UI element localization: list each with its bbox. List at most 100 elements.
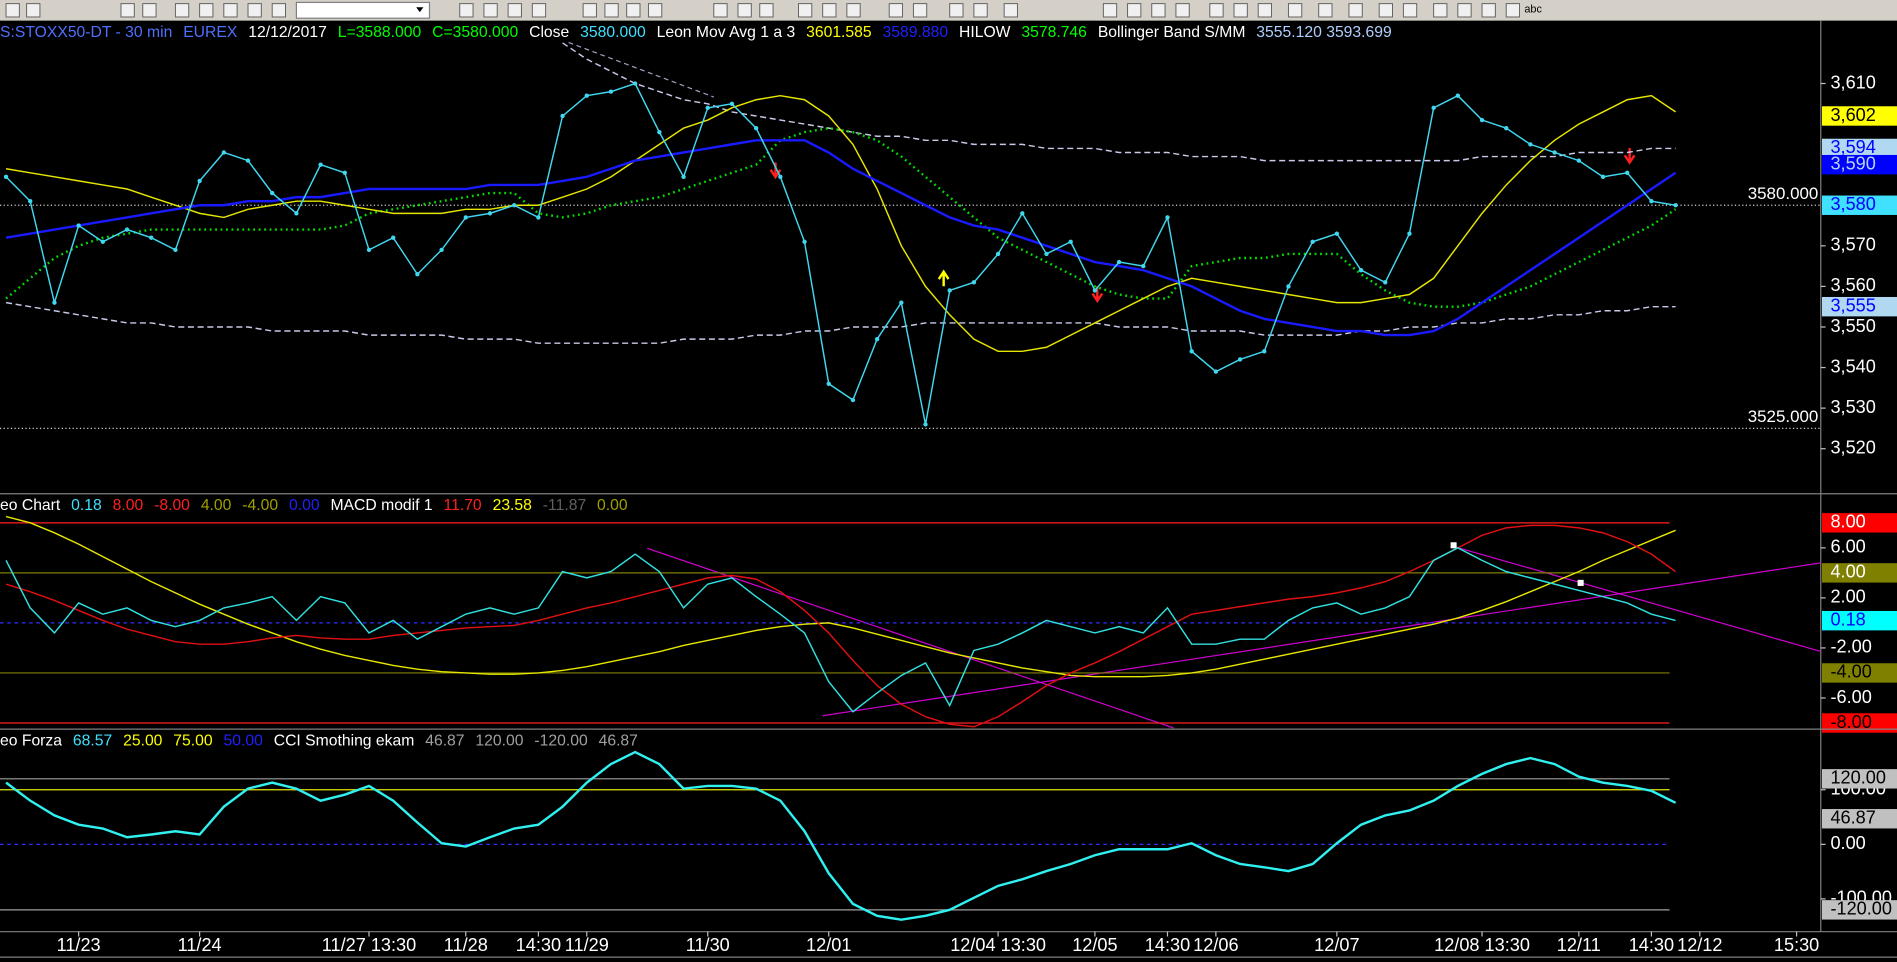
tool-button[interactable] — [271, 3, 287, 18]
data-point — [1649, 199, 1654, 204]
price-marker — [1821, 195, 1897, 215]
tool-button[interactable] — [759, 3, 774, 18]
tool-button[interactable] — [199, 3, 214, 18]
tool-button[interactable] — [737, 3, 752, 18]
data-point — [1383, 280, 1388, 285]
tool-button[interactable] — [973, 3, 988, 18]
trend-line — [647, 547, 1174, 729]
tool-button[interactable] — [1175, 3, 1190, 18]
tool-button[interactable] — [223, 3, 238, 18]
data-point — [173, 247, 178, 253]
tool-button[interactable] — [1102, 3, 1118, 18]
tool-button[interactable] — [1257, 3, 1273, 18]
data-point — [1455, 93, 1461, 98]
price-marker-label: 3,555 — [1830, 295, 1875, 315]
y-tick-label: 3,530 — [1830, 397, 1875, 417]
series-line — [5, 82, 1676, 425]
price-marker — [1821, 713, 1897, 733]
tool-button[interactable] — [174, 3, 190, 18]
tool-button[interactable] — [626, 3, 641, 18]
tool-button[interactable] — [822, 3, 837, 18]
data-point — [511, 203, 517, 208]
tool-button[interactable] — [1318, 3, 1333, 18]
data-point — [1334, 231, 1340, 236]
data-point — [1407, 231, 1412, 236]
data-point — [753, 125, 759, 131]
tool-button[interactable] — [582, 3, 597, 18]
tool-button[interactable] — [483, 3, 498, 18]
indicator-legend: 3601.585 — [806, 24, 872, 41]
tool-button[interactable] — [142, 3, 157, 18]
x-tick-label: 14:30 — [1629, 935, 1674, 955]
indicator-legend: 11.70 — [444, 497, 482, 514]
indicator-legend: Close — [529, 24, 569, 41]
tool-button[interactable] — [604, 3, 619, 18]
data-point — [76, 223, 81, 228]
tool-button[interactable] — [459, 3, 474, 18]
x-tick-label: 11/23 — [57, 935, 101, 955]
data-point — [318, 162, 323, 167]
tool-button[interactable] — [1505, 3, 1521, 18]
trend-anchor — [1450, 542, 1457, 549]
data-point — [1213, 369, 1219, 374]
tool-button[interactable] — [846, 3, 861, 18]
tool-button[interactable] — [1209, 3, 1224, 18]
indicator-legend: 75.00 — [173, 732, 213, 749]
data-point — [947, 288, 952, 293]
data-point — [1044, 251, 1049, 257]
toolbar-bg — [0, 0, 1897, 21]
x-tick-label: 11/24 — [178, 935, 222, 955]
price-marker-label: 3,580 — [1830, 194, 1875, 214]
data-point — [560, 113, 565, 119]
tool-button[interactable] — [247, 3, 262, 18]
y-tick-label: 3,520 — [1830, 437, 1875, 457]
price-marker-label: 120.00 — [1830, 768, 1885, 788]
x-tick-label: 12/07 — [1314, 935, 1359, 955]
indicator-legend: 46.87 — [425, 732, 464, 749]
price-marker-label: 46.87 — [1830, 808, 1875, 828]
tool-button[interactable] — [1433, 3, 1448, 18]
tool-button[interactable] — [912, 3, 928, 18]
tool-button[interactable] — [1481, 3, 1496, 18]
tool-button[interactable] — [5, 3, 20, 18]
data-point — [1310, 239, 1315, 244]
indicator-legend: Leon Mov Avg 1 a 3 — [657, 24, 796, 41]
data-point — [463, 215, 468, 220]
y-tick-label: 2.00 — [1830, 587, 1865, 607]
tool-button[interactable] — [1378, 3, 1393, 18]
buy-arrow — [937, 269, 950, 287]
x-tick-label: 12/04 13:30 — [950, 935, 1046, 955]
tool-button[interactable] — [1457, 3, 1472, 18]
tool-button[interactable] — [713, 3, 728, 18]
tool-button[interactable] — [1127, 3, 1142, 18]
data-point — [439, 247, 444, 253]
tool-button[interactable] — [1003, 3, 1018, 18]
tool-button[interactable] — [1287, 3, 1303, 18]
indicator-legend: 46.87 — [599, 732, 638, 749]
data-point — [874, 336, 880, 342]
data-point — [1358, 267, 1364, 273]
data-point — [3, 174, 9, 180]
tool-button[interactable] — [1348, 3, 1363, 18]
x-tick-label: 11/28 — [444, 935, 488, 955]
data-point — [28, 199, 33, 204]
tool-button[interactable] — [1233, 3, 1248, 18]
tool-button[interactable] — [647, 3, 663, 18]
tool-button[interactable] — [120, 3, 135, 18]
indicator-legend: eo Forza — [0, 732, 62, 749]
data-point — [149, 235, 154, 240]
indicator-legend: EUREX — [183, 24, 238, 41]
tool-button[interactable] — [1151, 3, 1166, 18]
tool-button[interactable] — [1402, 3, 1418, 18]
indicator-legend: -11.87 — [543, 497, 586, 514]
symbol-dropdown[interactable] — [295, 1, 431, 19]
tool-button[interactable] — [949, 3, 964, 18]
toolbar-text[interactable]: abc — [1524, 4, 1542, 16]
tool-button[interactable] — [26, 3, 41, 18]
x-tick-label: 11/29 — [565, 935, 609, 955]
tool-button[interactable] — [888, 3, 904, 18]
tool-button[interactable] — [507, 3, 522, 18]
tool-button[interactable] — [797, 3, 813, 18]
tool-button[interactable] — [531, 3, 547, 18]
